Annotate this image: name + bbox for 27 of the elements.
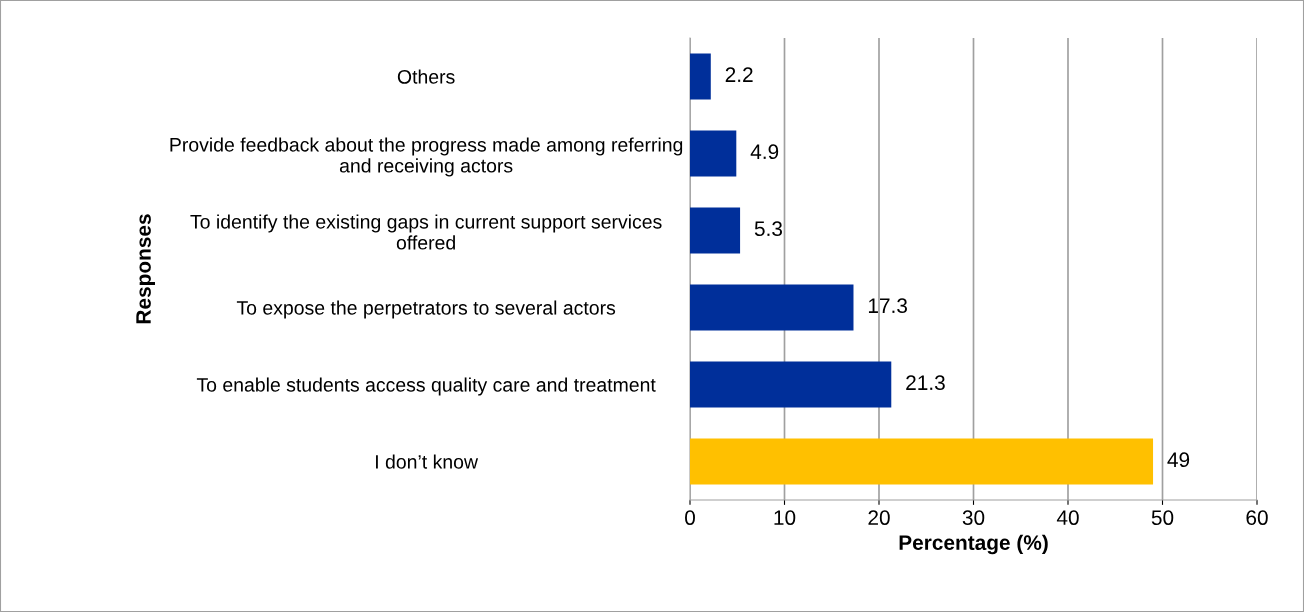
x-tick-label: 0 xyxy=(685,510,695,526)
data-label: 5.3 xyxy=(754,221,783,237)
y-axis-title: Responses xyxy=(136,214,155,324)
y-tick-label: To identify the existing gaps in current support services offered xyxy=(190,214,662,250)
x-tick-label: 40 xyxy=(1056,510,1079,526)
y-tick-label: To enable students access quality care and treatment xyxy=(196,377,656,396)
x-tick-label: 30 xyxy=(962,510,985,526)
bar xyxy=(690,438,1154,485)
data-label: 49 xyxy=(1167,452,1190,468)
x-tick-label: 10 xyxy=(774,510,796,526)
y-tick-label: Others xyxy=(397,69,455,84)
x-tick-label: 50 xyxy=(1151,510,1174,526)
y-tick-label: Provide feedback about the progress made among referring and receiving actors xyxy=(170,137,683,177)
y-tick-label: I don’t know xyxy=(376,454,479,469)
bar xyxy=(690,130,737,177)
x-axis-title: Percentage (%) xyxy=(899,534,1048,555)
data-label: 2.2 xyxy=(725,67,753,82)
data-label: 4.9 xyxy=(750,144,779,160)
x-tick-label: 60 xyxy=(1246,510,1268,526)
data-label: 21.3 xyxy=(906,375,945,391)
data-label: 17.3 xyxy=(868,298,908,314)
bar xyxy=(690,284,854,331)
bar xyxy=(690,207,741,254)
y-tick-label: To expose the perpetrators to several actors xyxy=(236,300,616,319)
bar xyxy=(690,361,892,408)
x-tick-label: 20 xyxy=(868,510,890,526)
bar xyxy=(690,53,711,100)
